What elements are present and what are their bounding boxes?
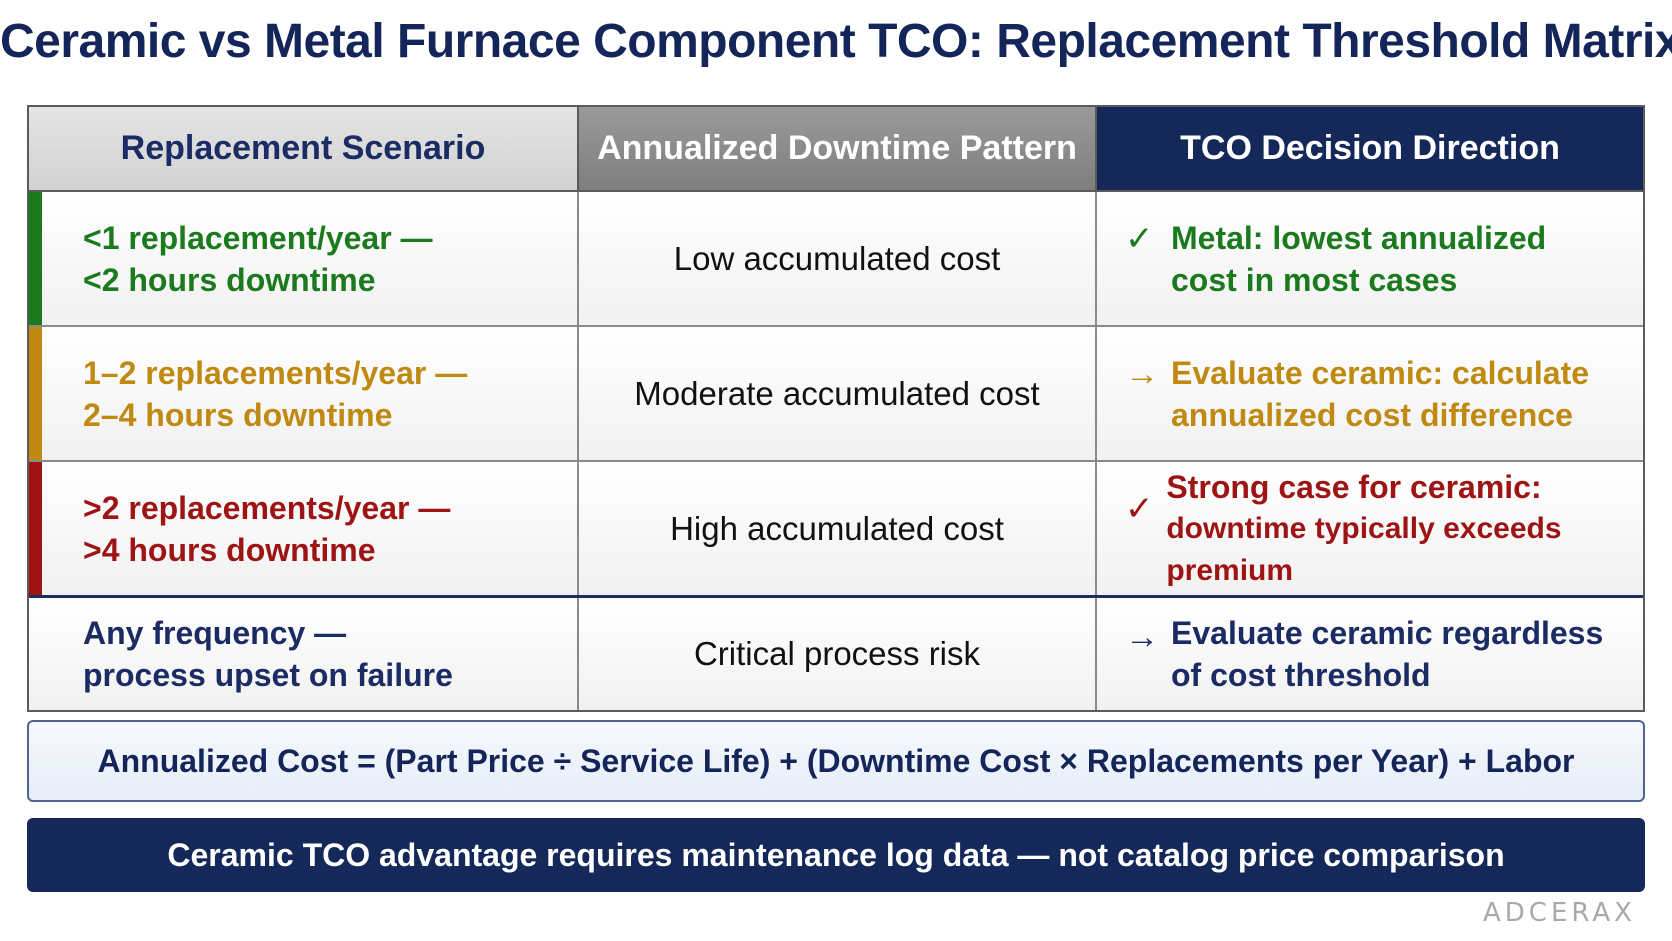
decision-cell: → Evaluate ceramic: calculate annualized… xyxy=(1097,327,1643,460)
decision-line-2: of cost threshold xyxy=(1171,657,1431,693)
scenario-cell: <1 replacement/year — <2 hours downtime xyxy=(29,192,579,325)
table-row: >2 replacements/year — >4 hours downtime… xyxy=(29,462,1643,595)
check-icon: ✓ xyxy=(1125,220,1154,258)
scenario-line-2: process upset on failure xyxy=(83,657,453,693)
scenario-line-2: >4 hours downtime xyxy=(83,531,376,568)
decision-line-2: cost in most cases xyxy=(1171,261,1458,298)
decision-line-1: Evaluate ceramic regardless xyxy=(1171,615,1604,651)
decision-line-2: annualized cost difference xyxy=(1171,396,1573,433)
decision-line-1: Strong case for ceramic: xyxy=(1166,468,1542,505)
scenario-cell: >2 replacements/year — >4 hours downtime xyxy=(29,462,579,595)
severity-strip-red xyxy=(29,462,42,595)
page-title: Ceramic vs Metal Furnace Component TCO: … xyxy=(0,15,1672,68)
scenario-line-2: 2–4 hours downtime xyxy=(83,396,393,433)
header-replacement-scenario: Replacement Scenario xyxy=(29,107,579,190)
header-downtime-pattern: Annualized Downtime Pattern xyxy=(579,107,1097,190)
pattern-cell: Critical process risk xyxy=(579,598,1097,710)
arrow-right-icon: → xyxy=(1125,618,1159,656)
decision-line-1: Metal: lowest annualized xyxy=(1171,219,1547,256)
check-icon: ✓ xyxy=(1125,490,1154,528)
scenario-line-1: Any frequency — xyxy=(83,615,347,651)
scenario-line-1: 1–2 replacements/year — xyxy=(83,354,468,391)
decision-cell: → Evaluate ceramic regardless of cost th… xyxy=(1097,598,1643,710)
arrow-right-icon: → xyxy=(1125,355,1159,393)
decision-line-1: Evaluate ceramic: calculate xyxy=(1171,354,1590,391)
matrix-header-row: Replacement Scenario Annualized Downtime… xyxy=(29,107,1643,192)
scenario-line-1: <1 replacement/year — xyxy=(83,219,433,256)
header-tco-decision: TCO Decision Direction xyxy=(1097,107,1643,190)
table-row: 1–2 replacements/year — 2–4 hours downti… xyxy=(29,327,1643,462)
annualized-cost-formula: Annualized Cost = (Part Price ÷ Service … xyxy=(27,720,1645,802)
decision-line-2: downtime typically exceeds premium xyxy=(1166,511,1562,587)
brand-watermark: ADCERAX xyxy=(1483,898,1636,928)
scenario-line-2: <2 hours downtime xyxy=(83,261,376,298)
pattern-cell: Moderate accumulated cost xyxy=(579,327,1097,460)
footer-banner: Ceramic TCO advantage requires maintenan… xyxy=(27,818,1645,892)
decision-cell: ✓ Strong case for ceramic: downtime typi… xyxy=(1097,462,1643,595)
table-row: Any frequency — process upset on failure… xyxy=(29,595,1643,710)
scenario-cell: 1–2 replacements/year — 2–4 hours downti… xyxy=(29,327,579,460)
threshold-matrix: Replacement Scenario Annualized Downtime… xyxy=(27,105,1645,712)
scenario-cell: Any frequency — process upset on failure xyxy=(29,598,579,710)
pattern-cell: High accumulated cost xyxy=(579,462,1097,595)
severity-strip-amber xyxy=(29,327,42,460)
decision-cell: ✓ Metal: lowest annualized cost in most … xyxy=(1097,192,1643,325)
pattern-cell: Low accumulated cost xyxy=(579,192,1097,325)
table-row: <1 replacement/year — <2 hours downtime … xyxy=(29,192,1643,327)
severity-strip-green xyxy=(29,192,42,325)
scenario-line-1: >2 replacements/year — xyxy=(83,489,451,526)
